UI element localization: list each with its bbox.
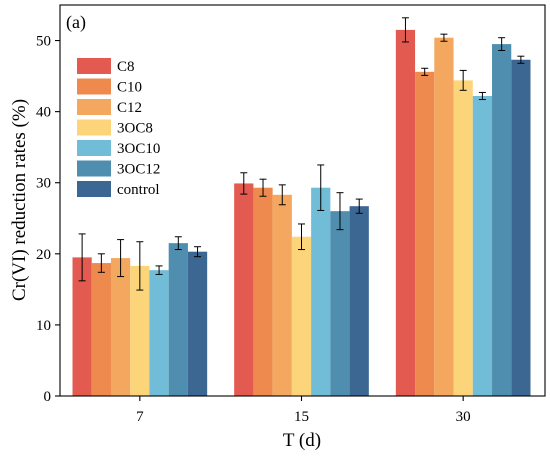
legend-label-c10: C10	[117, 80, 142, 96]
legend-item-c8: C8	[77, 58, 135, 75]
bar-c8-t30	[395, 29, 416, 397]
bar-control-t15	[349, 206, 369, 396]
legend-item-control: control	[77, 181, 160, 198]
legend-label-control: control	[117, 182, 160, 198]
y-tick-label: 30	[36, 176, 51, 192]
legend-item-3oc10: 3OC10	[77, 140, 160, 157]
error-bar-c12-t15	[278, 184, 286, 206]
bar-c8-t7	[72, 257, 92, 396]
error-bar-c8-t7	[78, 233, 86, 282]
error-bar-control-t30	[517, 55, 525, 64]
legend-swatch-c10	[77, 78, 111, 95]
legend-swatch-c12	[77, 99, 111, 115]
legend-item-3oc8: 3OC8	[77, 119, 153, 137]
bar-c12-t7	[110, 258, 131, 396]
legend: C8 C10 C12 3OC8 3OC10 3OC12 control	[77, 58, 160, 198]
legend-label-3oc10: 3OC10	[117, 141, 160, 157]
x-axis-label: T (d)	[283, 430, 321, 451]
y-tick-label: 10	[36, 318, 51, 334]
error-bar-3oc12-t7	[174, 236, 182, 251]
error-bar-c10-t7	[97, 253, 105, 273]
error-bar-c8-t30	[401, 17, 409, 43]
y-tick-label: 50	[36, 34, 51, 50]
bar-control-t7	[187, 251, 208, 396]
y-axis-label: Cr(VI) reduction rates (%)	[9, 99, 30, 301]
error-bar-3oc10-t30	[478, 91, 486, 101]
bar-3oc10-t30	[472, 95, 493, 396]
legend-swatch-control	[77, 181, 111, 197]
x-tick-label: 15	[294, 409, 309, 425]
error-bars	[78, 17, 525, 291]
legend-item-c12: C12	[77, 99, 142, 116]
error-bar-3oc12-t30	[498, 37, 506, 51]
bar-control-t30	[511, 59, 531, 397]
error-bar-3oc10-t15	[317, 164, 325, 211]
error-bar-control-t15	[355, 198, 363, 214]
bar-c12-t30	[434, 37, 454, 397]
x-tick-label: 30	[456, 409, 471, 425]
x-tick-label: 7	[136, 409, 144, 425]
error-bar-3oc8-t30	[459, 69, 467, 91]
bar-c12-t15	[272, 194, 292, 396]
bars	[72, 29, 531, 397]
error-bar-3oc8-t7	[136, 241, 144, 291]
legend-swatch-c8	[77, 58, 111, 74]
error-bar-3oc10-t7	[155, 265, 163, 275]
error-bar-c10-t30	[421, 67, 429, 76]
bar-c10-t30	[415, 71, 435, 397]
error-bar-3oc8-t15	[298, 223, 305, 251]
panel-label: (a)	[66, 12, 86, 33]
legend-item-3oc12: 3OC12	[77, 160, 160, 178]
y-tick-label: 40	[36, 105, 51, 121]
legend-swatch-3oc12	[77, 160, 111, 177]
bar-c10-t7	[91, 263, 111, 396]
legend-label-c8: C8	[117, 59, 135, 75]
plot-frame	[59, 4, 546, 397]
error-bar-c12-t7	[117, 239, 125, 278]
error-bar-c8-t15	[240, 172, 248, 195]
legend-swatch-3oc10	[77, 140, 111, 156]
bar-3oc10-t7	[149, 270, 169, 396]
legend-label-3oc12: 3OC12	[117, 162, 160, 178]
bar-3oc12-t15	[330, 211, 350, 396]
legend-item-c10: C10	[77, 78, 142, 96]
bar-3oc12-t7	[168, 243, 188, 396]
bar-3oc8-t7	[130, 265, 150, 396]
y-tick-label: 20	[36, 247, 51, 263]
bar-3oc8-t30	[453, 80, 473, 397]
error-bar-control-t7	[194, 246, 202, 258]
legend-swatch-3oc8	[77, 119, 111, 136]
y-tick-label: 0	[44, 389, 52, 405]
bar-3oc12-t30	[492, 44, 512, 396]
error-bar-3oc12-t15	[336, 192, 344, 231]
bar-3oc10-t15	[311, 187, 331, 396]
legend-label-c12: C12	[117, 100, 142, 116]
bar-c8-t15	[234, 183, 254, 396]
axes: 0 10 20 30 40 50 7 15 30	[36, 4, 546, 425]
error-bar-c12-t30	[440, 33, 448, 42]
bar-3oc8-t15	[291, 236, 312, 396]
error-bar-c10-t15	[259, 178, 267, 197]
bar-c10-t15	[253, 187, 273, 396]
legend-label-3oc8: 3OC8	[117, 121, 153, 137]
